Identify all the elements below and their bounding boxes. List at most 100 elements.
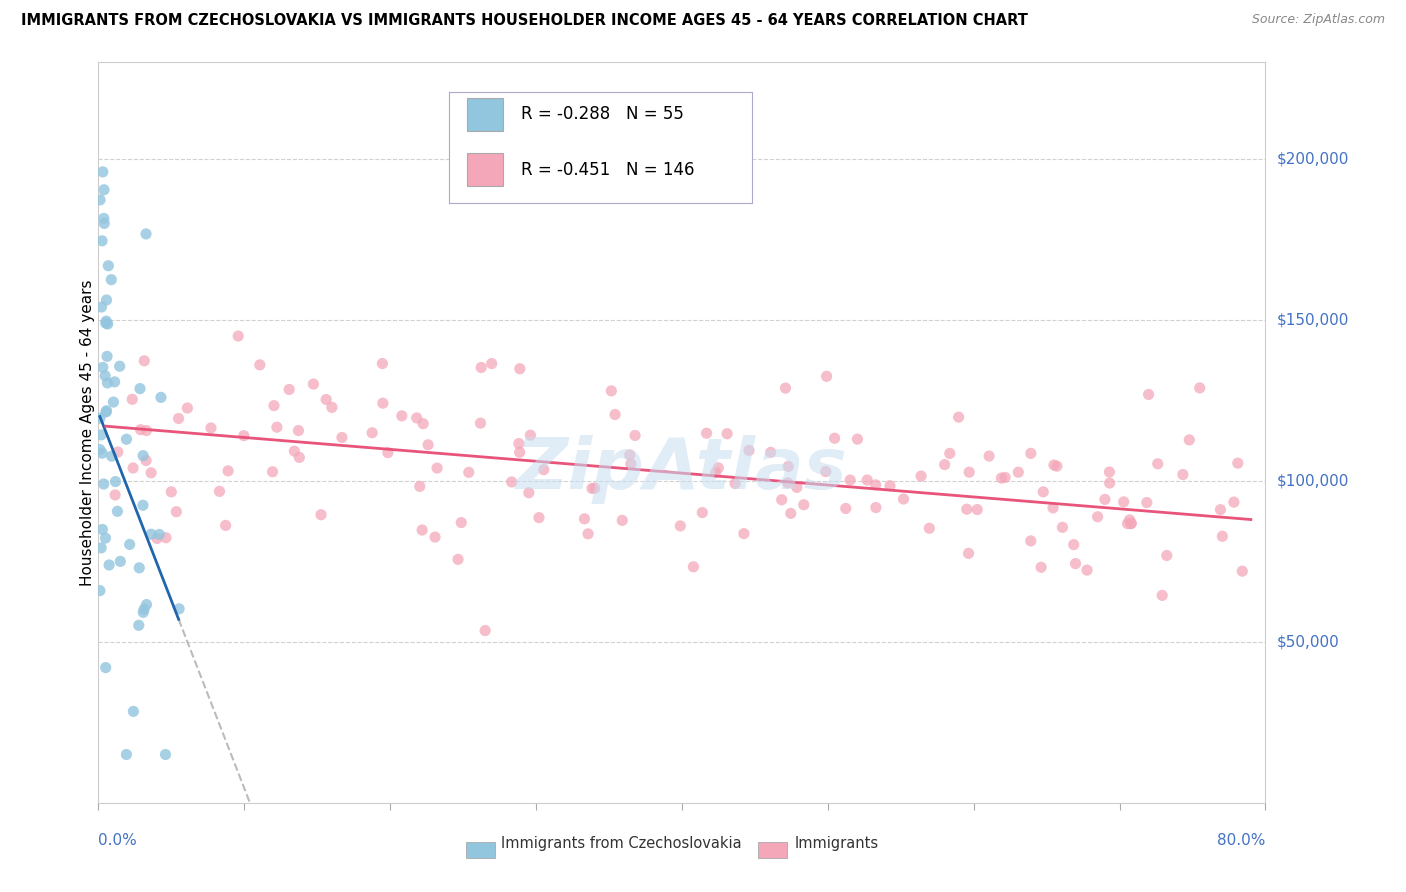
Text: Immigrants: Immigrants [796, 836, 879, 851]
Point [129, 423, 152, 437]
Point [139, 466, 162, 480]
Point [1029, 560, 1052, 574]
Point [91, 234, 114, 248]
Point [96, 293, 118, 307]
Text: $150,000: $150,000 [1277, 312, 1348, 327]
Point [104, 375, 127, 389]
Point [508, 436, 530, 450]
Point [412, 417, 434, 431]
Point [1152, 588, 1174, 602]
Point [93, 183, 115, 197]
Point [121, 392, 143, 407]
Point [90, 541, 112, 555]
Point [96, 376, 118, 390]
Text: $50,000: $50,000 [1277, 634, 1340, 649]
Point [527, 510, 550, 524]
Point [1136, 495, 1159, 509]
Point [1226, 456, 1249, 470]
Point [148, 527, 170, 541]
Point [135, 598, 157, 612]
Point [200, 421, 222, 435]
Point [450, 516, 472, 530]
Point [107, 445, 129, 459]
Point [1112, 495, 1135, 509]
Point [287, 424, 309, 438]
Point [1063, 538, 1085, 552]
Point [94, 316, 117, 330]
Point [89, 411, 111, 425]
Point [724, 476, 747, 491]
Point [249, 358, 271, 372]
Point [426, 461, 449, 475]
FancyBboxPatch shape [465, 842, 495, 858]
Point [115, 432, 138, 446]
Point [135, 227, 157, 241]
Point [470, 360, 492, 375]
Point [581, 482, 603, 496]
Point [759, 445, 782, 459]
Point [315, 392, 337, 407]
Text: ZipAtlas: ZipAtlas [516, 435, 848, 504]
Point [669, 519, 692, 533]
Point [1043, 458, 1066, 472]
Point [1007, 465, 1029, 479]
Point [603, 408, 626, 422]
Point [778, 459, 800, 474]
Point [115, 747, 138, 762]
Point [583, 481, 606, 495]
Point [1121, 516, 1143, 531]
Point [1052, 520, 1074, 534]
Point [104, 488, 127, 502]
Point [879, 479, 901, 493]
Point [1098, 465, 1121, 479]
Point [447, 552, 470, 566]
Point [214, 518, 236, 533]
Point [165, 505, 187, 519]
Point [457, 466, 479, 480]
Point [160, 484, 183, 499]
Point [574, 512, 596, 526]
Point [89, 583, 111, 598]
Point [793, 498, 815, 512]
Point [704, 466, 727, 480]
Point [309, 508, 332, 522]
Point [738, 443, 761, 458]
Point [619, 448, 641, 462]
Point [994, 470, 1017, 484]
Point [1119, 516, 1142, 531]
Point [128, 618, 150, 632]
Point [278, 383, 301, 397]
Point [89, 193, 111, 207]
Point [93, 216, 115, 230]
Point [98, 558, 121, 572]
Point [910, 469, 932, 483]
Point [1087, 509, 1109, 524]
Point [990, 471, 1012, 485]
Point [371, 396, 394, 410]
Point [470, 416, 492, 430]
Point [94, 405, 117, 419]
Point [1146, 457, 1168, 471]
Point [232, 428, 254, 442]
Point [377, 445, 399, 459]
Point [100, 273, 122, 287]
Text: 80.0%: 80.0% [1218, 833, 1265, 848]
Text: 0.0%: 0.0% [98, 833, 138, 848]
Point [132, 498, 155, 512]
Point [132, 449, 155, 463]
Point [91, 446, 114, 460]
Point [132, 602, 155, 616]
Point [110, 554, 132, 568]
Point [93, 477, 115, 491]
Point [107, 504, 129, 518]
Point [481, 357, 503, 371]
Point [226, 329, 249, 343]
Point [612, 513, 634, 527]
Point [1188, 381, 1211, 395]
Point [1116, 516, 1139, 531]
Point [263, 399, 285, 413]
Y-axis label: Householder Income Ages 45 - 64 years: Householder Income Ages 45 - 64 years [80, 279, 94, 586]
Point [96, 403, 118, 417]
Point [918, 521, 941, 535]
Point [1178, 433, 1201, 447]
